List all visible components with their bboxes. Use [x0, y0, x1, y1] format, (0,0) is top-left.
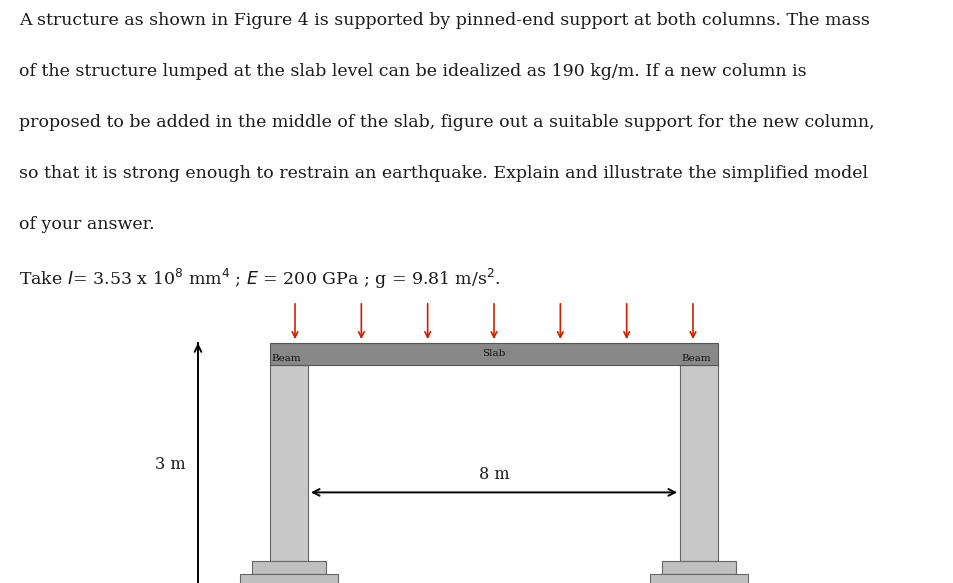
Text: Slab: Slab [482, 349, 505, 359]
Text: proposed to be added in the middle of the slab, figure out a suitable support fo: proposed to be added in the middle of th… [19, 114, 874, 131]
Bar [240, 574, 337, 583]
Text: Beam: Beam [680, 354, 710, 363]
Bar [679, 365, 718, 561]
Bar [649, 574, 747, 583]
Text: so that it is strong enough to restrain an earthquake. Explain and illustrate th: so that it is strong enough to restrain … [19, 166, 867, 182]
Text: 8 m: 8 m [478, 466, 509, 483]
Text: 3 m: 3 m [155, 456, 186, 473]
Text: A structure as shown in Figure 4 is supported by pinned-end support at both colu: A structure as shown in Figure 4 is supp… [19, 12, 869, 29]
Bar [270, 343, 718, 365]
Bar [270, 365, 308, 561]
Text: of your answer.: of your answer. [19, 216, 154, 233]
Bar [252, 561, 326, 574]
Bar [661, 561, 735, 574]
Text: Beam: Beam [272, 354, 301, 363]
Text: Take $I$= 3.53 x 10$^{8}$ mm$^{4}$ ; $E$ = 200 GPa ; g = 9.81 m/s$^{2}$.: Take $I$= 3.53 x 10$^{8}$ mm$^{4}$ ; $E$… [19, 267, 499, 292]
Text: of the structure lumped at the slab level can be idealized as 190 kg/m. If a new: of the structure lumped at the slab leve… [19, 64, 806, 80]
